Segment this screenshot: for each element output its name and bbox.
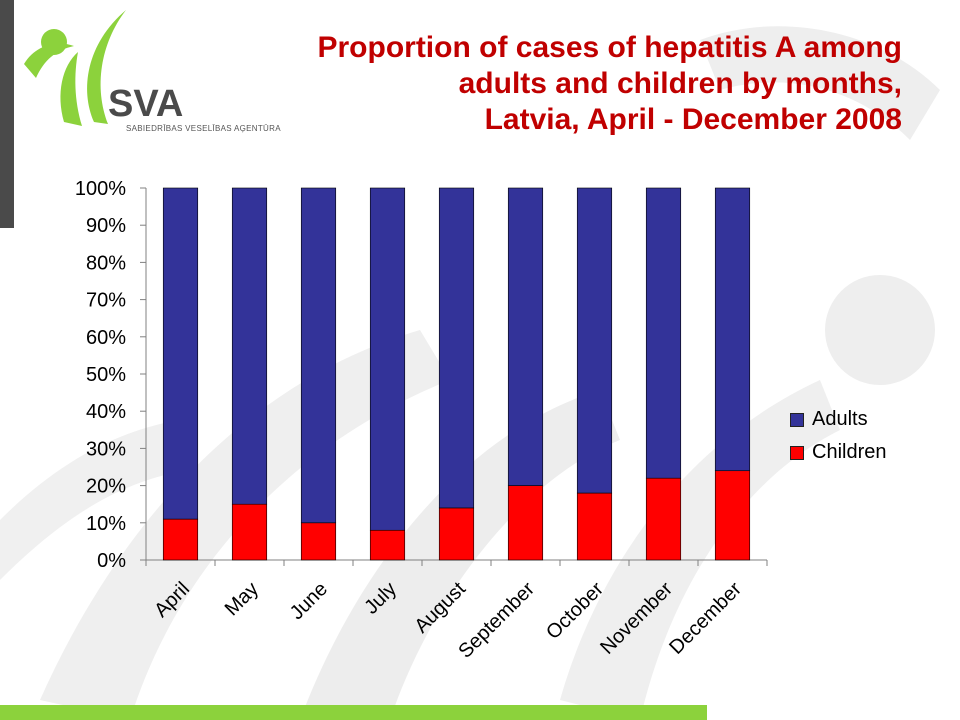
y-tick-label: 30% xyxy=(86,438,126,460)
y-tick-label: 70% xyxy=(86,290,126,312)
y-tick-label: 90% xyxy=(86,215,126,237)
bar-adults-april xyxy=(162,187,199,520)
bar-children-october xyxy=(576,492,613,561)
bar-children-august xyxy=(438,507,475,561)
sva-logo: SVA SABIEDRĪBAS VESELĪBAS AĢENTŪRA xyxy=(16,4,281,136)
title-line-1: Proportion of cases of hepatitis A among xyxy=(317,31,902,64)
bottom-accent-bar xyxy=(0,705,707,720)
y-tick-label: 100% xyxy=(75,178,126,200)
bar-adults-november xyxy=(645,187,682,479)
chart-legend: Adults Children xyxy=(790,403,886,469)
y-tick-label: 60% xyxy=(86,327,126,349)
legend-item-children: Children xyxy=(790,436,886,469)
title-line-2: adults and children by months, xyxy=(458,67,902,100)
y-tick-label: 0% xyxy=(97,550,126,572)
legend-swatch-adults xyxy=(790,412,804,427)
legend-label-children: Children xyxy=(812,441,887,463)
bar-adults-december xyxy=(714,187,751,472)
bar-adults-may xyxy=(231,187,268,505)
bar-children-may xyxy=(231,503,268,561)
x-tick-label-july: July xyxy=(360,578,401,619)
legend-swatch-children xyxy=(790,445,804,460)
bar-children-june xyxy=(300,522,337,561)
left-accent-bar xyxy=(0,0,14,228)
bar-children-september xyxy=(507,485,544,561)
x-tick-label-august: August xyxy=(410,578,470,638)
x-tick-label-december: December xyxy=(665,578,746,659)
bar-adults-july xyxy=(369,187,406,531)
legend-item-adults: Adults xyxy=(790,403,886,436)
title-line-3: Latvia, April - December 2008 xyxy=(484,103,902,136)
bar-adults-june xyxy=(300,187,337,524)
y-tick-label: 20% xyxy=(86,476,126,498)
x-tick-label-april: April xyxy=(150,578,194,622)
logo-figure-icon: SVA xyxy=(24,10,183,126)
logo-subtitle: SABIEDRĪBAS VESELĪBAS AĢENTŪRA xyxy=(126,124,281,133)
x-tick-label-june: June xyxy=(286,578,332,624)
logo-brand: SVA xyxy=(108,83,183,125)
x-tick-label-november: November xyxy=(596,578,677,659)
y-tick-label: 80% xyxy=(86,252,126,274)
y-tick-label: 10% xyxy=(86,513,126,535)
x-tick-label-october: October xyxy=(542,578,608,644)
bar-adults-september xyxy=(507,187,544,486)
bar-children-april xyxy=(162,518,199,561)
x-tick-label-may: May xyxy=(221,578,263,620)
bar-children-december xyxy=(714,470,751,561)
y-tick-label: 40% xyxy=(86,401,126,423)
chart-title: Proportion of cases of hepatitis A among… xyxy=(182,30,902,138)
y-tick-label: 50% xyxy=(86,364,126,386)
bar-children-july xyxy=(369,529,406,561)
bar-children-november xyxy=(645,477,682,561)
bar-adults-october xyxy=(576,187,613,494)
x-tick-label-september: September xyxy=(454,578,539,663)
legend-label-adults: Adults xyxy=(812,408,868,430)
bar-adults-august xyxy=(438,187,475,509)
